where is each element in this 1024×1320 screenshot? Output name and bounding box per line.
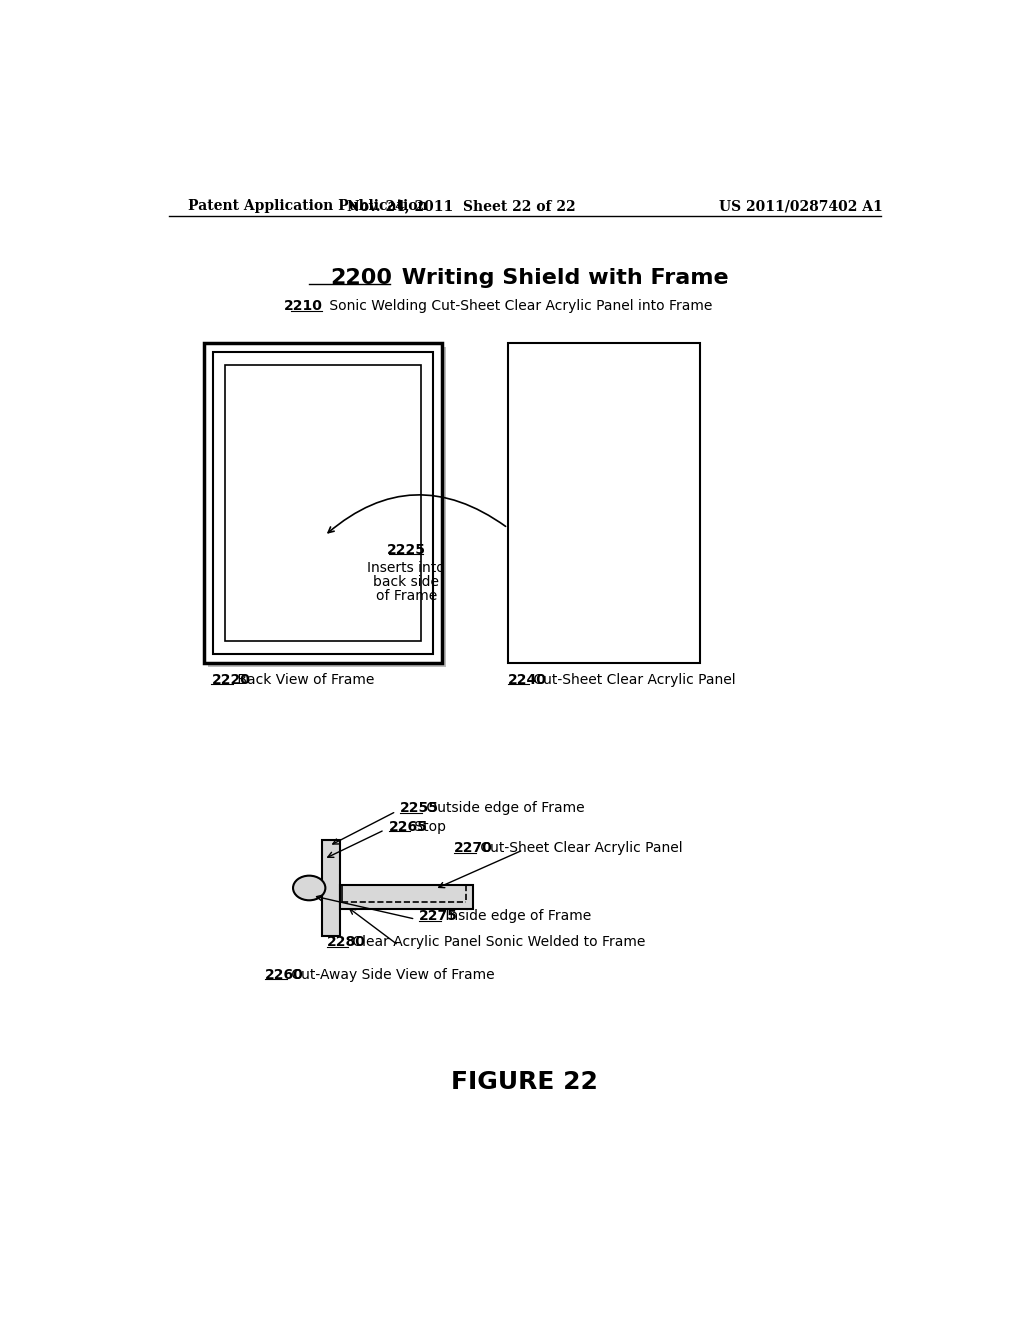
Text: Cut-Sheet Clear Acrylic Panel: Cut-Sheet Clear Acrylic Panel xyxy=(529,673,736,686)
Text: Outside edge of Frame: Outside edge of Frame xyxy=(422,801,585,816)
Text: 2240: 2240 xyxy=(508,673,547,686)
Text: Stop: Stop xyxy=(410,820,446,834)
Text: FIGURE 22: FIGURE 22 xyxy=(452,1071,598,1094)
Text: 2255: 2255 xyxy=(400,801,439,816)
Text: 2210: 2210 xyxy=(285,300,323,313)
Text: Back View of Frame: Back View of Frame xyxy=(233,673,375,686)
Text: of Frame: of Frame xyxy=(376,589,437,603)
Bar xyxy=(340,884,473,909)
Bar xyxy=(213,352,433,653)
Bar xyxy=(208,347,446,667)
Text: 2265: 2265 xyxy=(388,820,427,834)
Text: 2280: 2280 xyxy=(327,936,366,949)
Bar xyxy=(225,364,421,642)
Text: Sonic Welding Cut-Sheet Clear Acrylic Panel into Frame: Sonic Welding Cut-Sheet Clear Acrylic Pa… xyxy=(325,300,712,313)
Text: Cut-Away Side View of Frame: Cut-Away Side View of Frame xyxy=(287,968,495,982)
Text: back side: back side xyxy=(373,576,439,589)
Text: Patent Application Publication: Patent Application Publication xyxy=(188,199,428,213)
Text: 2200: 2200 xyxy=(331,268,392,288)
Bar xyxy=(508,343,700,663)
Text: 2220: 2220 xyxy=(211,673,250,686)
Text: 2275: 2275 xyxy=(419,909,458,923)
Ellipse shape xyxy=(293,875,326,900)
Text: Nov. 24, 2011  Sheet 22 of 22: Nov. 24, 2011 Sheet 22 of 22 xyxy=(347,199,575,213)
Text: US 2011/0287402 A1: US 2011/0287402 A1 xyxy=(719,199,883,213)
Text: Inside edge of Frame: Inside edge of Frame xyxy=(441,909,591,923)
Text: Clear Acrylic Panel Sonic Welded to Frame: Clear Acrylic Panel Sonic Welded to Fram… xyxy=(348,936,646,949)
Text: Writing Shield with Frame: Writing Shield with Frame xyxy=(394,268,728,288)
Text: 2225: 2225 xyxy=(387,543,426,557)
Text: Inserts into: Inserts into xyxy=(368,561,445,576)
Text: 2260: 2260 xyxy=(265,968,304,982)
Text: Cut-Sheet Clear Acrylic Panel: Cut-Sheet Clear Acrylic Panel xyxy=(475,841,682,855)
Bar xyxy=(322,840,340,936)
Text: 2270: 2270 xyxy=(454,841,493,855)
Bar xyxy=(204,343,442,663)
